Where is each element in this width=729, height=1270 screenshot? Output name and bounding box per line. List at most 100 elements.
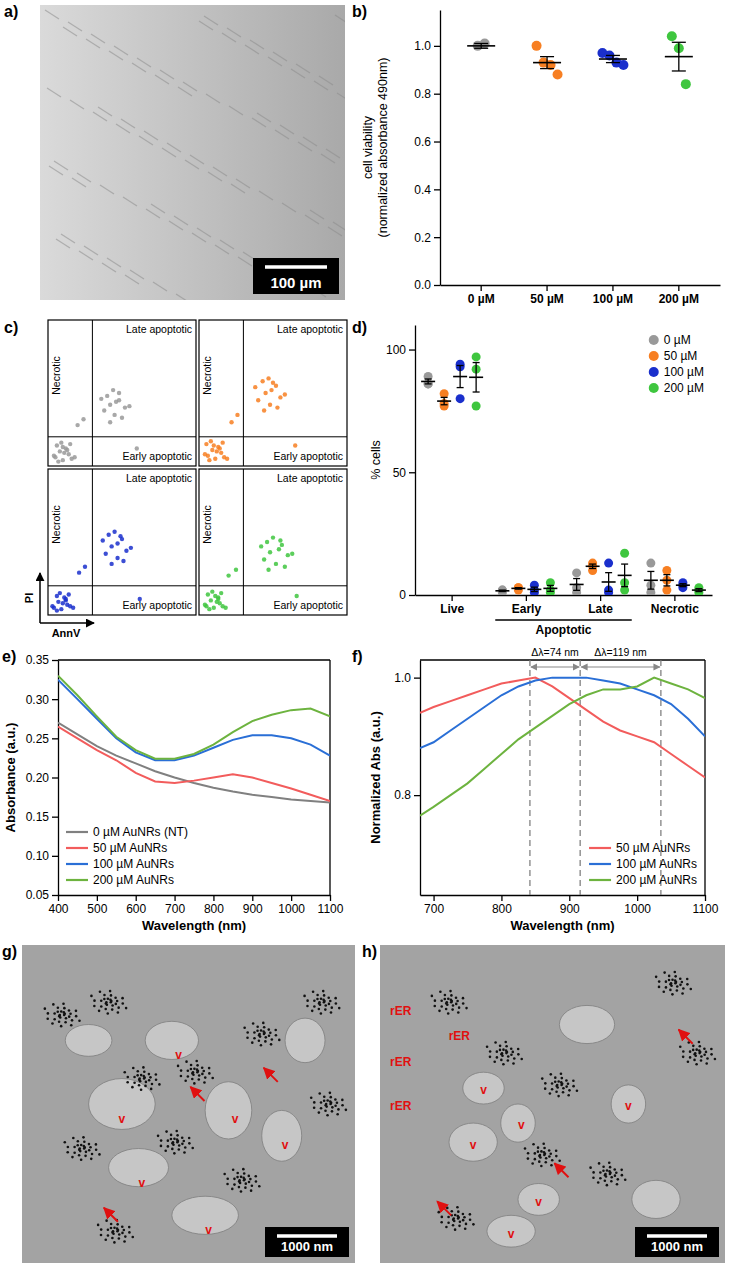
- tick: 0.15: [26, 810, 58, 824]
- nanorod-dot: [616, 1178, 619, 1181]
- nanorod-dot: [190, 1064, 193, 1067]
- error-bar-stem: [481, 43, 482, 48]
- error-bar: [547, 585, 554, 591]
- nanorod-dot: [107, 1234, 110, 1237]
- nanorod-dot: [703, 1054, 706, 1057]
- data-point: [52, 454, 56, 458]
- nanorod-dot: [472, 1223, 475, 1226]
- cell-streak: [296, 64, 310, 73]
- data-point: [262, 408, 266, 412]
- data-point: [120, 416, 124, 420]
- nanorod-dot: [176, 1134, 179, 1137]
- nanorod-dot: [155, 1078, 158, 1081]
- error-bar-cap: [457, 365, 464, 366]
- data-point: [618, 60, 628, 70]
- quadrant-label: Early apoptotic: [274, 450, 343, 462]
- nanorod-dot: [253, 1037, 256, 1040]
- tick: 900: [560, 895, 580, 916]
- cell-streak: [238, 257, 252, 266]
- structure-label: rER: [449, 1029, 471, 1043]
- tick-mark: [434, 189, 440, 190]
- error-bar: [672, 42, 686, 71]
- nanorod-dot: [441, 1216, 444, 1219]
- pointer-arrow: [437, 1201, 451, 1215]
- plot-marks: [421, 352, 706, 595]
- error-bar: [473, 363, 480, 392]
- gate-line: [92, 469, 93, 615]
- nanorod-dot: [143, 1070, 146, 1073]
- cell-streak: [183, 82, 197, 91]
- nanorod-dot: [196, 1064, 199, 1067]
- nanorod-dot: [184, 1146, 187, 1149]
- nanorod-dot: [608, 1170, 611, 1173]
- nanorod-dot: [663, 971, 666, 974]
- error-bar-cap: [679, 586, 686, 587]
- nanorod-dot: [543, 1151, 546, 1154]
- nanorod-dot: [197, 1078, 200, 1081]
- nanorod-dot: [671, 993, 674, 996]
- nanorod-dot: [275, 1034, 278, 1037]
- nanorod-dot: [679, 977, 682, 980]
- nanorod-dot: [258, 1040, 261, 1043]
- legend-label: 100 µM: [664, 365, 704, 379]
- plot-marks: [467, 31, 693, 89]
- nanorod-dot: [90, 1158, 93, 1161]
- nanorod-dot: [139, 1080, 142, 1083]
- nanorod-dot: [499, 1049, 502, 1052]
- nanorod-dot: [80, 1158, 83, 1161]
- y-axis: 050100: [386, 326, 416, 603]
- nanorod-dot: [510, 1047, 513, 1050]
- nanorod-dot: [262, 1022, 265, 1025]
- nanorod-dot: [615, 1171, 618, 1174]
- tick: 0.35: [26, 653, 58, 667]
- nanorod-dot: [250, 1189, 253, 1192]
- legend-swatch: [66, 863, 88, 865]
- nanorod-dot: [499, 1045, 502, 1048]
- nanorod-dot: [268, 1034, 271, 1037]
- nanorod-dot: [140, 1074, 143, 1077]
- nanorod-dot: [165, 1130, 168, 1133]
- nanorod-dot: [78, 1020, 81, 1023]
- nanorod-dot: [329, 1096, 332, 1099]
- nanorod-dot: [51, 1022, 54, 1025]
- nanorod-dot: [440, 999, 443, 1002]
- error-bar-cap: [547, 591, 554, 592]
- nanorod-dot: [531, 1162, 534, 1165]
- nanorod-dot: [324, 1109, 327, 1112]
- nanorod-dot: [93, 1005, 96, 1008]
- nanorod-dot: [545, 1157, 548, 1160]
- cell-streak: [326, 149, 340, 158]
- nanorod-dot: [123, 1071, 126, 1074]
- data-point: [604, 559, 613, 568]
- nanorod-dot: [446, 1004, 449, 1007]
- tick: 800: [204, 895, 224, 916]
- data-point: [61, 445, 65, 449]
- nanorod-dot: [597, 1181, 600, 1184]
- structure-label: v: [119, 1112, 126, 1126]
- cell-streak: [98, 107, 112, 116]
- data-line: [420, 678, 705, 816]
- cell-streak: [100, 185, 114, 194]
- nanorod-dot: [454, 1228, 457, 1231]
- gate-line: [243, 320, 244, 466]
- tick-mark: [434, 94, 440, 95]
- nanorod-dot: [172, 1143, 175, 1146]
- data-point: [121, 559, 125, 563]
- nanorod-dot: [232, 1168, 235, 1171]
- error-bar-stem: [475, 363, 476, 392]
- nanorod-dot: [489, 1050, 492, 1053]
- cell-streak: [77, 173, 91, 182]
- nanorod-dot: [496, 1050, 499, 1053]
- nanorod-dot: [327, 996, 330, 999]
- nanorod-dot: [73, 1146, 76, 1149]
- nanorod-dot: [462, 1002, 465, 1005]
- micrograph: [40, 5, 345, 300]
- nanorod-dot: [109, 990, 112, 993]
- data-point: [553, 70, 563, 80]
- nanorod-dot: [256, 1025, 259, 1028]
- nanorod-dot: [160, 1139, 163, 1142]
- annotation: Δλ=119 nm: [594, 646, 647, 658]
- nanorod-dot: [71, 1019, 74, 1022]
- nanorod-dot: [551, 1082, 554, 1085]
- nanorod-dot: [113, 1241, 116, 1244]
